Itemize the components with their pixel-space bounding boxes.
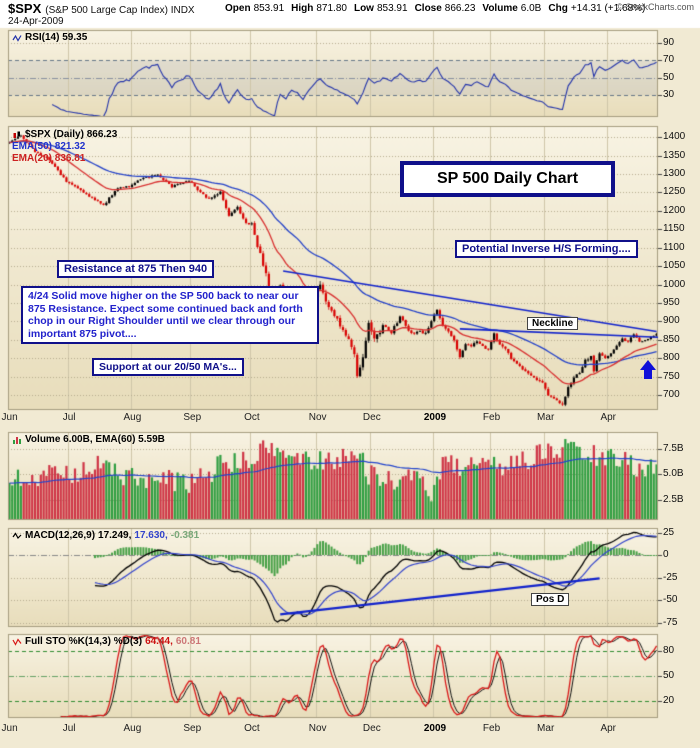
quote-value: +14.31 (+1.68%) bbox=[570, 3, 646, 14]
x-axis-month: Oct bbox=[244, 723, 260, 734]
x-axis-months-mid: Jun Jul Aug Sep Oct Nov Dec 2009 Feb Mar Apr bbox=[0, 412, 700, 426]
quote-label: Chg bbox=[548, 3, 568, 14]
x-axis-month: Aug bbox=[123, 723, 142, 734]
up-arrow bbox=[640, 360, 657, 380]
quote-label: Close bbox=[414, 3, 442, 14]
x-axis-month: 2009 bbox=[423, 412, 447, 423]
x-axis-month: Mar bbox=[537, 412, 555, 423]
x-axis-month: Feb bbox=[482, 412, 501, 423]
macd-panel-icon bbox=[12, 531, 22, 539]
sto-panel-icon bbox=[12, 637, 22, 646]
up-arrow-stem bbox=[644, 370, 653, 380]
quote-value: 853.91 bbox=[253, 3, 285, 14]
candlestick-icon bbox=[13, 131, 20, 138]
rsi-panel-icon bbox=[12, 34, 22, 42]
pos-divergence-annotation: Pos D bbox=[531, 593, 570, 606]
sto-k-value: 64.44, bbox=[145, 636, 173, 647]
ema50-label-text: EMA(50) 821.32 bbox=[12, 141, 86, 152]
neckline-annotation: Neckline bbox=[527, 317, 579, 330]
macd-label: MACD(12,26,9) 17.249, 17.630, -0.381 bbox=[12, 530, 199, 541]
quote-label: Volume bbox=[482, 3, 518, 14]
up-arrow-head bbox=[640, 360, 657, 371]
x-axis-month: Apr bbox=[600, 412, 617, 423]
quote-label: Low bbox=[353, 3, 374, 14]
macd-label-text: MACD(12,26,9) bbox=[25, 530, 96, 541]
x-axis-month: Jul bbox=[62, 723, 76, 734]
x-axis-month: Dec bbox=[362, 723, 381, 734]
macd-value: 17.249, bbox=[98, 530, 132, 541]
quote-value: 871.80 bbox=[316, 3, 347, 14]
x-axis-month: Apr bbox=[600, 723, 617, 734]
x-axis-month: Oct bbox=[244, 412, 260, 423]
x-axis-month: Dec bbox=[362, 412, 381, 423]
chart-header: $SPX (S&P 500 Large Cap Index) INDX bbox=[8, 1, 195, 16]
chart-date: 24-Apr-2009 bbox=[8, 16, 64, 27]
volume-panel-icon bbox=[13, 436, 21, 444]
rsi-label-text: RSI(14) 59.35 bbox=[25, 32, 88, 43]
x-axis-month: Feb bbox=[482, 723, 501, 734]
price-label-ema50: EMA(50) 821.32 bbox=[12, 141, 85, 152]
symbol-description: (S&P 500 Large Cap Index) INDX bbox=[45, 5, 195, 16]
title-annotation: SP 500 Daily Chart bbox=[400, 161, 615, 197]
resistance-annotation: Resistance at 875 Then 940 bbox=[57, 260, 215, 278]
quote-label: High bbox=[291, 3, 314, 14]
price-label-text: $SPX (Daily) 866.23 bbox=[25, 129, 118, 140]
volume-label: Volume 6.00B, EMA(60) 5.59B bbox=[12, 434, 165, 445]
x-axis-month: Jun bbox=[1, 412, 18, 423]
rsi-label: RSI(14) 59.35 bbox=[12, 32, 87, 43]
ema20-label-text: EMA(20) 836.81 bbox=[12, 153, 86, 164]
quote-value: 866.23 bbox=[444, 3, 476, 14]
x-axis-month: Aug bbox=[123, 412, 142, 423]
support-annotation: Support at our 20/50 MA's... bbox=[92, 358, 244, 376]
volume-label-text: Volume 6.00B, EMA(60) 5.59B bbox=[25, 434, 165, 445]
macd-signal-value: 17.630, bbox=[134, 530, 168, 541]
commentary-annotation: 4/24 Solid move higher on the SP 500 bac… bbox=[21, 286, 319, 344]
x-axis-month: Jul bbox=[62, 412, 76, 423]
price-label-ema20: EMA(20) 836.81 bbox=[12, 153, 85, 164]
price-label-main: $SPX (Daily) 866.23 bbox=[12, 129, 117, 140]
inverse-hs-annotation: Potential Inverse H/S Forming.... bbox=[455, 240, 638, 258]
x-axis-month: Nov bbox=[308, 723, 327, 734]
quote-label: Open bbox=[225, 3, 251, 14]
x-axis-months-bottom: Jun Jul Aug Sep Oct Nov Dec 2009 Feb Mar Apr bbox=[0, 723, 700, 737]
x-axis-month: Mar bbox=[537, 723, 555, 734]
copyright: © StockCharts.com bbox=[616, 2, 694, 12]
sto-label: Full STO %K(14,3) %D(3) 64.44, 60.81 bbox=[12, 636, 201, 647]
symbol: $SPX bbox=[8, 1, 42, 16]
quote-value: 6.0B bbox=[520, 3, 542, 14]
x-axis-month: Sep bbox=[183, 723, 202, 734]
x-axis-month: Jun bbox=[1, 723, 18, 734]
x-axis-month: 2009 bbox=[423, 723, 447, 734]
quote-bar: Open 853.91 High 871.80 Low 853.91 Close 866.23… bbox=[218, 3, 645, 14]
x-axis-month: Sep bbox=[183, 412, 202, 423]
quote-value: 853.91 bbox=[376, 3, 408, 14]
macd-hist-value: -0.381 bbox=[170, 530, 200, 541]
sto-label-text: Full STO %K(14,3) %D(3) bbox=[25, 636, 143, 647]
x-axis-month: Nov bbox=[308, 412, 327, 423]
sto-d-value: 60.81 bbox=[175, 636, 201, 647]
